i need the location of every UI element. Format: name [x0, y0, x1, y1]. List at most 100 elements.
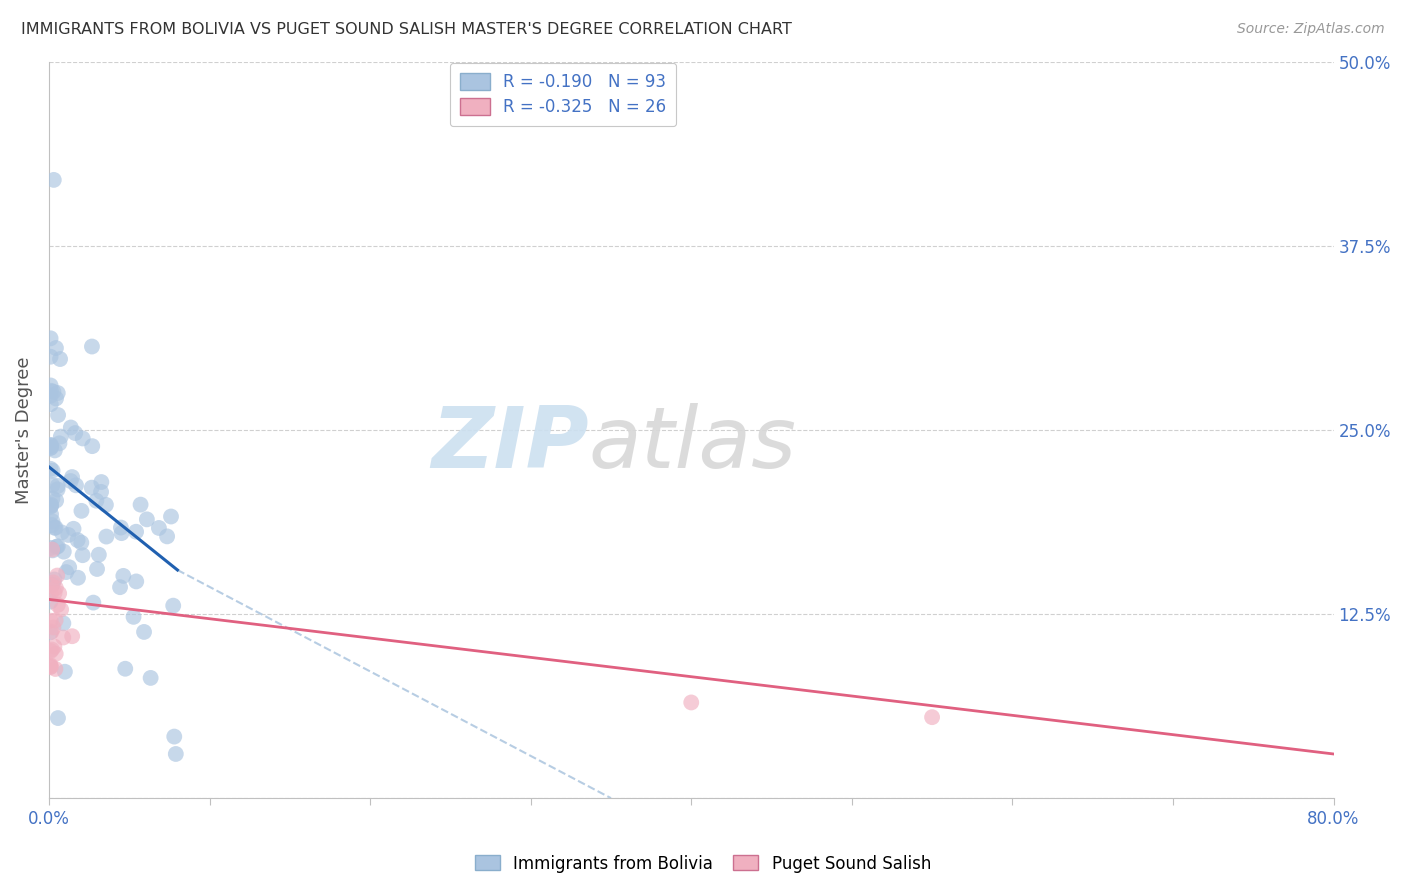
Point: [46, 483, 69, 497]
Point: [45, 493, 67, 508]
Point: [82, 439, 104, 453]
Point: [125, 574, 148, 589]
Point: [41, 464, 63, 478]
Point: [39, 438, 62, 452]
Point: [39, 594, 62, 608]
Point: [39, 384, 62, 398]
Point: [46, 598, 69, 612]
Point: [39, 660, 62, 674]
Point: [45, 647, 67, 661]
Point: [110, 520, 132, 534]
Point: [41, 542, 63, 557]
Point: [70, 535, 93, 549]
Legend: R = -0.190   N = 93, R = -0.325   N = 26: R = -0.190 N = 93, R = -0.325 N = 26: [450, 63, 676, 126]
Point: [45, 392, 67, 406]
Point: [96, 530, 118, 544]
Point: [41, 642, 63, 657]
Point: [55, 565, 77, 579]
Text: Source: ZipAtlas.com: Source: ZipAtlas.com: [1237, 22, 1385, 37]
Point: [39, 331, 62, 345]
Point: [46, 479, 69, 493]
Point: [39, 462, 62, 476]
Point: [921, 710, 943, 724]
Y-axis label: Master's Degree: Master's Degree: [15, 357, 32, 504]
Point: [681, 696, 703, 710]
Point: [39, 397, 62, 411]
Point: [80, 481, 103, 495]
Point: [42, 384, 65, 399]
Point: [39, 499, 62, 513]
Point: [60, 470, 83, 484]
Point: [39, 508, 62, 522]
Point: [44, 640, 66, 654]
Point: [41, 624, 63, 639]
Point: [39, 660, 62, 674]
Point: [59, 474, 82, 488]
Point: [63, 426, 86, 441]
Point: [46, 386, 69, 401]
Point: [110, 526, 132, 541]
Point: [49, 429, 72, 443]
Point: [39, 439, 62, 453]
Point: [42, 620, 65, 634]
Point: [80, 339, 103, 353]
Point: [39, 541, 62, 555]
Point: [44, 443, 66, 458]
Point: [58, 528, 80, 542]
Point: [139, 671, 162, 685]
Point: [39, 441, 62, 455]
Point: [70, 504, 93, 518]
Point: [41, 491, 63, 506]
Point: [163, 730, 186, 744]
Point: [45, 581, 67, 595]
Point: [52, 544, 75, 558]
Point: [112, 569, 135, 583]
Point: [125, 524, 148, 539]
Point: [86, 493, 108, 508]
Legend: Immigrants from Bolivia, Puget Sound Salish: Immigrants from Bolivia, Puget Sound Sal…: [468, 848, 938, 880]
Point: [39, 350, 62, 364]
Point: [60, 629, 83, 643]
Point: [46, 408, 69, 422]
Point: [41, 577, 63, 591]
Point: [49, 352, 72, 367]
Point: [165, 747, 187, 761]
Point: [66, 571, 89, 585]
Point: [39, 378, 62, 392]
Point: [65, 478, 87, 492]
Point: [45, 341, 67, 355]
Text: ZIP: ZIP: [430, 403, 589, 486]
Point: [46, 711, 69, 725]
Point: [135, 512, 157, 526]
Point: [41, 515, 63, 529]
Point: [132, 624, 155, 639]
Point: [53, 665, 76, 679]
Point: [52, 616, 75, 631]
Point: [87, 548, 110, 562]
Text: atlas: atlas: [589, 403, 796, 486]
Point: [156, 529, 179, 543]
Point: [72, 432, 94, 446]
Point: [148, 521, 170, 535]
Point: [48, 436, 70, 450]
Point: [42, 575, 65, 590]
Point: [90, 475, 112, 489]
Point: [41, 518, 63, 533]
Point: [39, 389, 62, 403]
Point: [45, 521, 67, 535]
Point: [46, 568, 69, 582]
Point: [86, 562, 108, 576]
Point: [44, 521, 66, 535]
Point: [45, 613, 67, 627]
Point: [49, 602, 72, 616]
Point: [42, 543, 65, 558]
Point: [44, 573, 66, 587]
Point: [39, 438, 62, 452]
Point: [39, 500, 62, 514]
Point: [94, 498, 117, 512]
Point: [82, 596, 104, 610]
Point: [114, 662, 136, 676]
Point: [122, 610, 145, 624]
Point: [66, 533, 89, 547]
Point: [48, 586, 70, 600]
